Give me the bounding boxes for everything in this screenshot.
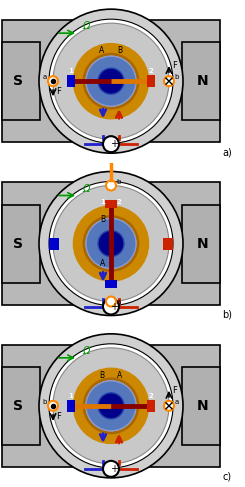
Bar bbox=[182, 42, 220, 120]
Bar bbox=[182, 205, 220, 282]
Text: S: S bbox=[13, 74, 23, 88]
Text: b): b) bbox=[222, 310, 232, 319]
Circle shape bbox=[103, 136, 119, 152]
Bar bbox=[2, 367, 40, 445]
Circle shape bbox=[53, 186, 169, 301]
Circle shape bbox=[86, 56, 136, 106]
Circle shape bbox=[86, 381, 136, 431]
Text: 2: 2 bbox=[117, 199, 121, 205]
Bar bbox=[105, 200, 117, 207]
Bar bbox=[2, 42, 40, 120]
Bar bbox=[67, 75, 75, 87]
Text: +: + bbox=[110, 139, 118, 149]
Text: a: a bbox=[175, 399, 179, 405]
Text: S: S bbox=[13, 237, 23, 250]
Circle shape bbox=[39, 9, 183, 153]
Circle shape bbox=[86, 219, 136, 268]
Text: N: N bbox=[197, 237, 209, 250]
Text: 1: 1 bbox=[69, 393, 74, 399]
Bar bbox=[2, 345, 220, 467]
Text: F: F bbox=[57, 87, 61, 96]
Text: A: A bbox=[99, 46, 105, 55]
Circle shape bbox=[49, 344, 173, 468]
Text: F: F bbox=[172, 61, 177, 70]
Text: 1: 1 bbox=[69, 68, 74, 74]
Circle shape bbox=[53, 23, 169, 139]
Text: +: + bbox=[110, 301, 118, 312]
Circle shape bbox=[39, 334, 183, 478]
Text: c): c) bbox=[223, 472, 232, 482]
Circle shape bbox=[106, 181, 116, 190]
Text: Ω: Ω bbox=[82, 184, 90, 193]
Circle shape bbox=[164, 401, 174, 411]
Text: +: + bbox=[110, 464, 118, 474]
Text: B: B bbox=[117, 46, 122, 55]
Text: b: b bbox=[43, 399, 47, 405]
Bar bbox=[182, 367, 220, 445]
Circle shape bbox=[48, 401, 58, 411]
Circle shape bbox=[53, 348, 169, 464]
Circle shape bbox=[103, 461, 119, 477]
Bar bbox=[67, 400, 75, 412]
Circle shape bbox=[103, 299, 119, 315]
Bar bbox=[163, 238, 173, 249]
Text: 1: 1 bbox=[100, 199, 105, 205]
Bar bbox=[2, 20, 220, 142]
Text: a: a bbox=[43, 74, 47, 80]
Circle shape bbox=[98, 393, 124, 419]
Bar bbox=[49, 238, 59, 249]
Bar bbox=[2, 183, 220, 304]
Circle shape bbox=[39, 171, 183, 316]
Circle shape bbox=[48, 76, 58, 86]
Text: F: F bbox=[57, 412, 61, 421]
Circle shape bbox=[98, 68, 124, 94]
Bar bbox=[2, 205, 40, 282]
Text: b: b bbox=[175, 74, 179, 80]
Text: S: S bbox=[13, 399, 23, 413]
Text: N: N bbox=[197, 399, 209, 413]
Bar bbox=[147, 400, 155, 412]
Bar bbox=[105, 280, 117, 287]
Text: B: B bbox=[100, 214, 106, 224]
Text: Ω: Ω bbox=[82, 346, 90, 356]
Text: Ω: Ω bbox=[82, 21, 90, 31]
Text: a): a) bbox=[222, 147, 232, 157]
Text: 2: 2 bbox=[149, 393, 153, 399]
Circle shape bbox=[106, 297, 116, 306]
Bar bbox=[147, 75, 155, 87]
Circle shape bbox=[49, 182, 173, 305]
Text: A: A bbox=[100, 259, 106, 267]
Text: b: b bbox=[117, 179, 121, 185]
Circle shape bbox=[49, 19, 173, 143]
Text: B: B bbox=[99, 371, 105, 380]
Text: N: N bbox=[197, 74, 209, 88]
Text: A: A bbox=[117, 371, 123, 380]
Circle shape bbox=[98, 230, 124, 257]
Text: F: F bbox=[172, 386, 177, 395]
Text: 2: 2 bbox=[149, 68, 153, 74]
Circle shape bbox=[164, 76, 174, 86]
Text: a: a bbox=[117, 299, 121, 304]
